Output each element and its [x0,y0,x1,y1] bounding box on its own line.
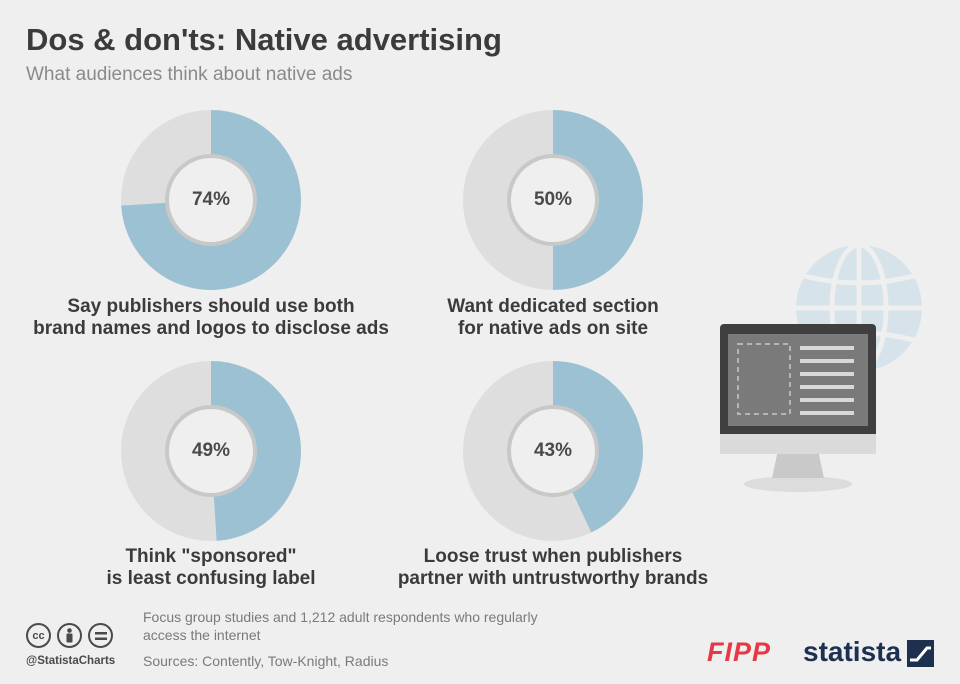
donut-chart-3: 49% [121,361,301,541]
donut-value-4: 43% [533,440,573,461]
donut-label-4: Loose trust when publishers partner with… [353,546,753,590]
donut-label-1: Say publishers should use both brand nam… [11,296,411,340]
donut-label-1-line-1: Say publishers should use both [67,296,355,317]
donut-value-1: 74% [191,189,231,210]
illustration [720,242,922,492]
donut-label-2: Want dedicated section for native ads on… [353,296,753,340]
donut-label-2-line-1: Want dedicated section [447,296,659,317]
chart-title: Dos & don'ts: Native advertising [26,22,502,57]
donut-label-2-line-2: for native ads on site [457,318,649,339]
donut-value-2: 50% [533,189,573,210]
donut-svg-1 [121,110,301,290]
donut-svg-3 [121,361,301,541]
statista-handle: @StatistaCharts [26,655,116,667]
license-icons: cc [26,623,113,648]
cc-icon: cc [26,623,51,648]
monitor-icon [720,324,876,492]
donut-3-center [169,409,253,493]
no-derivatives-icon [88,623,113,648]
chart-subtitle: What audiences think about native ads [26,64,353,85]
donut-2-center [511,158,595,242]
statista-logo-icon [907,640,934,667]
donut-chart-1: 74% [121,110,301,290]
donut-chart-4: 43% [463,361,643,541]
donut-label-1-line-2: brand names and logos to disclose ads [33,318,389,339]
methodology-note: Focus group studies and 1,212 adult resp… [143,609,538,643]
statista-logo: statista [803,636,902,667]
donut-1-center [169,158,253,242]
attribution-icon [57,623,82,648]
donut-label-3: Think "sponsored" is least confusing lab… [11,546,411,590]
donut-svg-2 [463,110,643,290]
donut-label-3-line-2: is least confusing label [106,568,316,589]
donut-label-4-line-1: Loose trust when publishers [423,546,683,567]
donut-chart-2: 50% [463,110,643,290]
donut-value-3: 49% [191,440,231,461]
donut-label-4-line-2: partner with untrustworthy brands [397,568,709,589]
donut-svg-4 [463,361,643,541]
fipp-logo: FIPP [707,637,772,667]
sources-text: Sources: Contently, Tow-Knight, Radius [143,653,389,669]
donut-label-3-line-1: Think "sponsored" [125,546,297,567]
donut-4-center [511,409,595,493]
